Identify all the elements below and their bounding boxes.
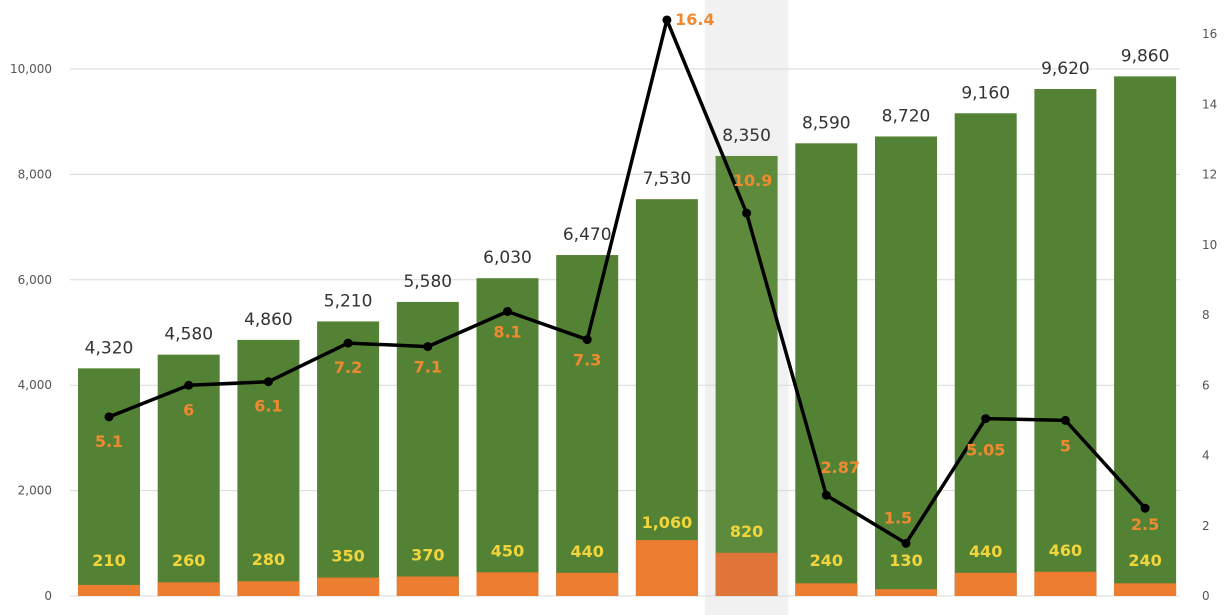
right-axis-tick-label: 4 xyxy=(1202,449,1210,463)
rate-point xyxy=(423,342,433,352)
total-bar xyxy=(954,113,1017,596)
rate-point xyxy=(503,306,512,316)
right-axis-tick-label: 16 xyxy=(1202,27,1217,41)
total-data-label: 5,580 xyxy=(403,272,452,292)
rate-data-label: 8.1 xyxy=(493,322,521,341)
rate-data-label: 16.4 xyxy=(675,10,714,29)
right-axis-tick-label: 0 xyxy=(1202,589,1210,603)
rate-point xyxy=(981,414,991,424)
bottom-data-label: 460 xyxy=(1049,541,1082,560)
total-bar xyxy=(715,155,778,596)
bottom-data-label: 820 xyxy=(730,522,763,541)
bottom-data-label: 130 xyxy=(889,551,922,570)
bottom-bar xyxy=(237,581,300,596)
bottom-data-label: 260 xyxy=(172,551,205,570)
bottom-bar xyxy=(476,572,539,596)
rate-data-label: 7.3 xyxy=(573,351,601,370)
total-bar xyxy=(1034,89,1097,596)
rate-data-label: 5.05 xyxy=(966,441,1005,460)
rate-data-label: 6 xyxy=(183,400,194,419)
bottom-data-label: 350 xyxy=(331,547,364,566)
bottom-bar xyxy=(875,589,937,596)
left-axis-tick-label: 6,000 xyxy=(18,273,52,287)
rate-data-label: 7.2 xyxy=(334,358,362,377)
total-bar xyxy=(476,278,539,596)
total-bar xyxy=(556,255,619,596)
total-data-label: 4,860 xyxy=(244,310,293,330)
bottom-bar xyxy=(78,584,140,596)
total-data-label: 4,320 xyxy=(85,338,134,358)
rate-point xyxy=(104,412,114,422)
total-data-label: 9,160 xyxy=(961,83,1010,103)
rate-point xyxy=(343,338,353,348)
rate-point xyxy=(184,380,194,390)
bottom-bar xyxy=(635,540,698,596)
rate-data-label: 2.5 xyxy=(1131,515,1159,534)
total-bar xyxy=(635,199,698,596)
rate-data-label: 1.5 xyxy=(884,508,912,527)
right-axis-tick-label: 2 xyxy=(1202,519,1210,533)
total-data-label: 6,470 xyxy=(563,225,612,245)
bottom-bar xyxy=(954,572,1017,596)
total-data-label: 9,620 xyxy=(1041,59,1090,79)
bottom-bar xyxy=(1114,583,1177,596)
right-axis-tick-label: 6 xyxy=(1202,378,1210,392)
right-axis-tick-label: 14 xyxy=(1202,97,1217,111)
bottom-bar xyxy=(1034,571,1097,596)
bottom-data-label: 440 xyxy=(969,542,1002,561)
rate-point xyxy=(582,335,592,345)
bottom-bar xyxy=(396,576,459,596)
rate-point xyxy=(1060,415,1070,425)
rate-point xyxy=(662,15,672,25)
total-bar xyxy=(875,136,937,596)
bottom-bar xyxy=(317,577,380,596)
rate-point xyxy=(263,377,273,387)
rate-data-label: 5 xyxy=(1060,436,1071,455)
right-axis-tick-label: 8 xyxy=(1202,308,1210,322)
total-bar xyxy=(317,321,380,596)
total-data-label: 7,530 xyxy=(643,169,692,189)
bottom-data-label: 210 xyxy=(92,551,125,570)
total-data-label: 5,210 xyxy=(324,291,373,311)
total-data-label: 6,030 xyxy=(483,248,532,268)
bottom-data-label: 370 xyxy=(411,546,444,565)
total-data-label: 8,350 xyxy=(722,126,771,146)
bottom-bar xyxy=(157,582,220,596)
left-axis-tick-label: 10,000 xyxy=(10,62,52,76)
total-data-label: 4,580 xyxy=(164,325,213,345)
rate-point xyxy=(742,208,752,218)
rate-line xyxy=(108,18,1147,546)
rate-data-label: 2.87 xyxy=(821,458,860,477)
left-axis-tick-label: 4,000 xyxy=(18,378,52,392)
bottom-data-label: 440 xyxy=(570,542,603,561)
bottom-data-label: 450 xyxy=(491,541,524,560)
bottom-bar xyxy=(715,552,778,596)
total-data-label: 8,590 xyxy=(802,113,851,133)
rate-point xyxy=(821,490,831,500)
rate-point xyxy=(1140,503,1150,513)
bottom-data-label: 280 xyxy=(252,550,285,569)
left-axis-tick-label: 8,000 xyxy=(18,167,52,181)
total-data-label: 8,720 xyxy=(882,106,931,126)
rate-data-label: 6.1 xyxy=(254,397,282,416)
rate-data-label: 7.1 xyxy=(414,358,442,377)
bottom-bar xyxy=(795,583,858,596)
rate-data-label: 5.1 xyxy=(95,432,123,451)
right-axis-tick-label: 10 xyxy=(1202,238,1217,252)
rate-point xyxy=(901,538,911,548)
bottom-bar xyxy=(556,572,619,596)
left-axis-tick-label: 0 xyxy=(44,589,52,603)
right-axis-tick-label: 12 xyxy=(1202,168,1217,182)
total-bar xyxy=(78,368,140,596)
total-bar xyxy=(795,143,858,596)
bottom-data-label: 240 xyxy=(810,551,843,570)
bottom-data-label: 1,060 xyxy=(642,513,693,532)
total-data-label: 9,860 xyxy=(1121,46,1170,66)
left-axis-tick-label: 2,000 xyxy=(18,484,52,498)
bottom-data-label: 240 xyxy=(1128,551,1161,570)
rate-data-label: 10.9 xyxy=(733,171,772,190)
